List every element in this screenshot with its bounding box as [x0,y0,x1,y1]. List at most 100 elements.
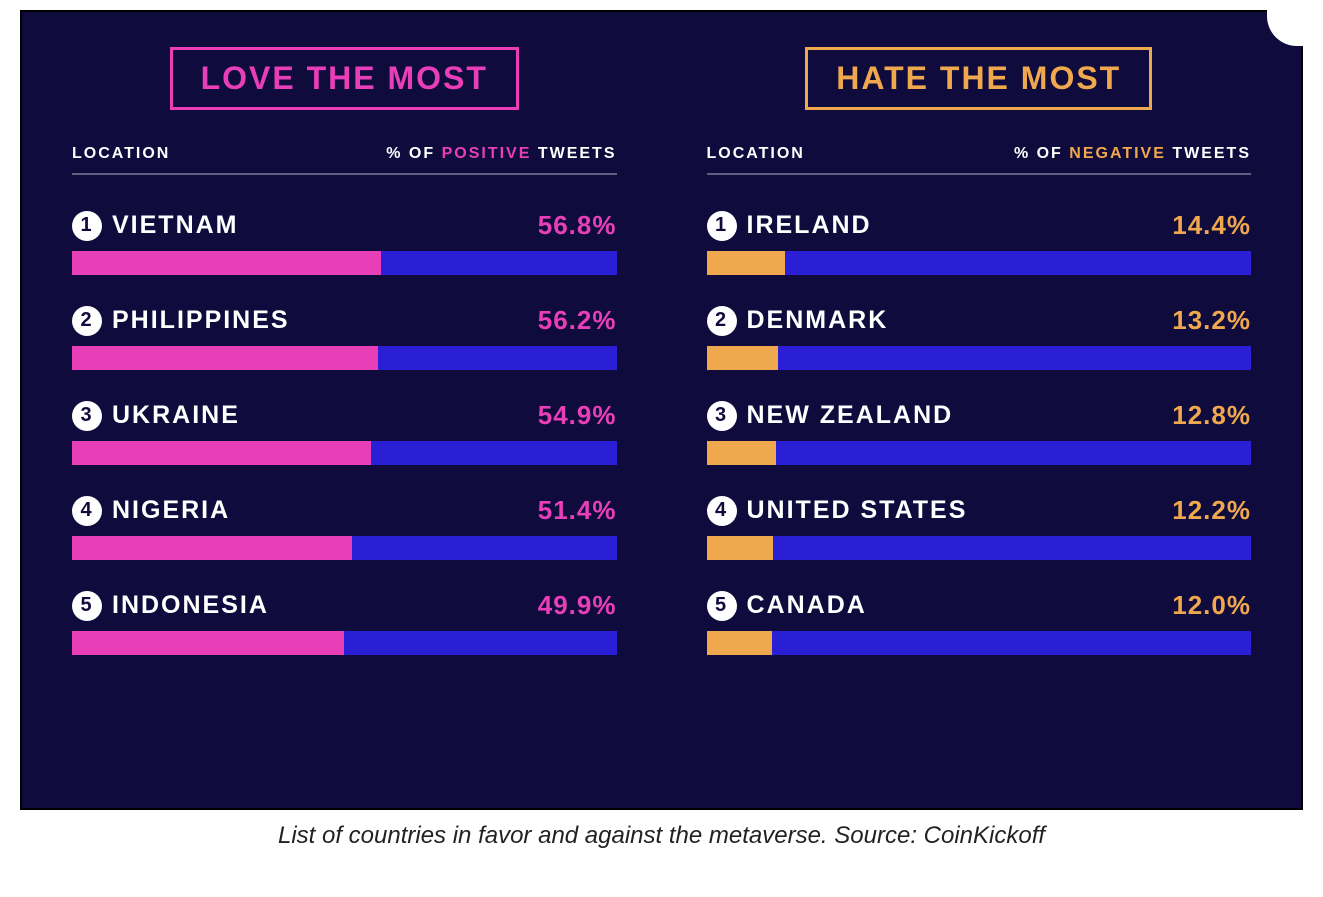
love-country: 3 UKRAINE [72,401,240,431]
hate-title-wrap: HATE THE MOST [707,47,1252,110]
bar-track [72,536,617,560]
hate-row: 2 DENMARK 13.2% [707,305,1252,370]
country-name: UKRAINE [112,401,240,430]
love-country: 5 INDONESIA [72,591,269,621]
love-header-location: LOCATION [72,145,170,163]
love-panel: LOVE THE MOST LOCATION % OF POSITIVE TWE… [72,47,617,788]
hate-row-top: 4 UNITED STATES 12.2% [707,495,1252,526]
hate-row-top: 2 DENMARK 13.2% [707,305,1252,336]
love-country: 4 NIGERIA [72,496,230,526]
love-row: 4 NIGERIA 51.4% [72,495,617,560]
country-name: INDONESIA [112,591,269,620]
love-value: 49.9% [538,590,617,621]
country-name: UNITED STATES [747,496,968,525]
bar-track [72,441,617,465]
hate-rows: 1 IRELAND 14.4% 2 DENMARK 13.2% 3 NEW ZEALAND 12… [707,210,1252,655]
hate-row-top: 3 NEW ZEALAND 12.8% [707,400,1252,431]
corner-decoration [1267,6,1307,46]
rank-badge: 5 [707,591,737,621]
bar-track [707,441,1252,465]
love-value: 56.8% [538,210,617,241]
hate-title: HATE THE MOST [805,47,1152,110]
love-country: 1 VIETNAM [72,211,239,241]
country-name: VIETNAM [112,211,239,240]
hate-value: 12.0% [1172,590,1251,621]
love-value: 54.9% [538,400,617,431]
love-header-metric: % OF POSITIVE TWEETS [386,145,616,163]
love-row-top: 1 VIETNAM 56.8% [72,210,617,241]
hate-value: 14.4% [1172,210,1251,241]
love-title-wrap: LOVE THE MOST [72,47,617,110]
caption: List of countries in favor and against t… [20,822,1303,850]
hate-header-metric: % OF NEGATIVE TWEETS [1014,145,1251,163]
hate-panel: HATE THE MOST LOCATION % OF NEGATIVE TWE… [707,47,1252,788]
hate-value: 13.2% [1172,305,1251,336]
love-rows: 1VIETNAM56.8%2PHILIPPINES56.2%3UKRAINE54… [72,210,617,655]
bar-track [72,631,617,655]
hate-header-accent: NEGATIVE [1069,145,1166,162]
rank-badge: 2 [72,306,102,336]
hate-row: 5 CANADA 12.0% [707,590,1252,655]
love-row-top: 5 INDONESIA 49.9% [72,590,617,621]
hate-country: 2 DENMARK [707,306,889,336]
hate-header-prefix: % OF [1014,145,1069,162]
bar-track [72,346,617,370]
hate-row: 1 IRELAND 14.4% [707,210,1252,275]
love-title: LOVE THE MOST [170,47,519,110]
hate-country: 3 NEW ZEALAND [707,401,954,431]
love-row: 5 INDONESIA 49.9% [72,590,617,655]
country-name: NEW ZEALAND [747,401,954,430]
love-row-top: 2 PHILIPPINES 56.2% [72,305,617,336]
rank-badge: 2 [707,306,737,336]
rank-badge: 5 [72,591,102,621]
hate-header-suffix: TWEETS [1166,145,1251,162]
hate-value: 12.8% [1172,400,1251,431]
bar-fill [707,251,785,275]
hate-header-location: LOCATION [707,145,805,163]
love-header-suffix: TWEETS [531,145,616,162]
hate-country: 1 IRELAND [707,211,872,241]
love-header-row: LOCATION % OF POSITIVE TWEETS [72,145,617,175]
hate-row: 3 NEW ZEALAND 12.8% [707,400,1252,465]
bar-track [707,346,1252,370]
hate-country: 5 CANADA [707,591,867,621]
love-value: 51.4% [538,495,617,526]
hate-row-top: 5 CANADA 12.0% [707,590,1252,621]
bar-fill [707,536,773,560]
infographic-container: LOVE THE MOST LOCATION % OF POSITIVE TWE… [20,10,1303,810]
rank-badge: 4 [72,496,102,526]
bar-fill [707,441,777,465]
love-row: 1 VIETNAM 56.8% [72,210,617,275]
bar-track [707,536,1252,560]
bar-fill [72,251,381,275]
bar-fill [707,631,772,655]
bar-fill [707,346,779,370]
bar-fill [72,346,378,370]
country-name: CANADA [747,591,867,620]
bar-fill [72,536,352,560]
hate-value: 12.2% [1172,495,1251,526]
country-name: IRELAND [747,211,872,240]
rank-badge: 3 [707,401,737,431]
love-row: 3 UKRAINE 54.9% [72,400,617,465]
country-name: NIGERIA [112,496,230,525]
love-header-prefix: % OF [386,145,441,162]
bar-fill [72,631,344,655]
love-row-top: 3 UKRAINE 54.9% [72,400,617,431]
bar-track [72,251,617,275]
rank-badge: 1 [707,211,737,241]
rank-badge: 1 [72,211,102,241]
bar-fill [72,441,371,465]
bar-track [707,251,1252,275]
bar-track [707,631,1252,655]
country-name: PHILIPPINES [112,306,290,335]
love-row: 2 PHILIPPINES 56.2% [72,305,617,370]
love-header-accent: POSITIVE [442,145,532,162]
rank-badge: 3 [72,401,102,431]
country-name: DENMARK [747,306,889,335]
love-row-top: 4 NIGERIA 51.4% [72,495,617,526]
love-value: 56.2% [538,305,617,336]
rank-badge: 4 [707,496,737,526]
hate-header-row: LOCATION % OF NEGATIVE TWEETS [707,145,1252,175]
love-country: 2 PHILIPPINES [72,306,290,336]
